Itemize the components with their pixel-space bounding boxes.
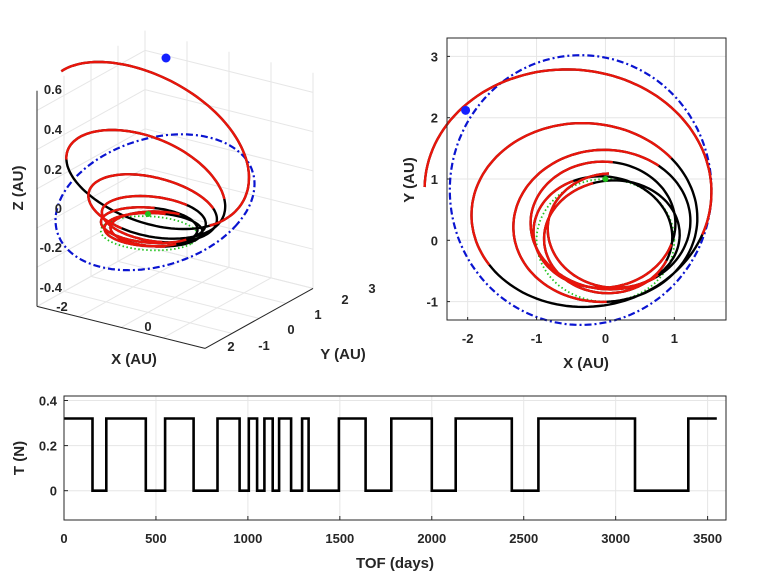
- trajectory-3d-plot: 0.6 0.4 0.2 0 -0.2 -0.4 -2 0 2 -1 0 1 2 …: [10, 30, 376, 368]
- x-tick-label: 0: [144, 319, 151, 334]
- grid-line: [36, 167, 146, 229]
- thrust-frame: [63, 395, 727, 521]
- thrust-ticks: 0 500 1000 1500 2000 2500 3000 3500 0 0.2 0.4: [39, 394, 722, 546]
- y-tick-label: 3: [368, 281, 375, 296]
- y-tick-label: 0: [50, 484, 57, 499]
- y-tick-label: 2: [431, 111, 438, 126]
- x-tick-label: -2: [462, 331, 474, 346]
- coast-arc-3d: [100, 194, 188, 244]
- coast-arc: [542, 182, 668, 295]
- thrust-profile-plot: 0 500 1000 1500 2000 2500 3000 3500 0 0.2 0.4 TOF …: [11, 394, 727, 572]
- grid-line: [36, 89, 146, 151]
- grid-line: [144, 89, 314, 133]
- y-tick-label: 1: [431, 172, 438, 187]
- grid-line: [144, 245, 314, 289]
- x-axis-label: X (AU): [563, 355, 609, 372]
- x-tick-label: -2: [56, 299, 68, 314]
- y-tick-label: 0: [431, 233, 438, 248]
- grid-line: [144, 128, 314, 172]
- grid-line: [144, 167, 314, 211]
- z-tick-label: -0.2: [40, 240, 62, 255]
- grid-line: [63, 290, 233, 334]
- x-tick-label: 3000: [601, 531, 630, 546]
- x-tick-label: 500: [145, 531, 167, 546]
- x-tick-label: -1: [531, 331, 543, 346]
- target-orbit-3d: [54, 133, 256, 272]
- coast-arc: [470, 122, 673, 266]
- z-axis-label: Z (AU): [10, 166, 27, 211]
- departure-marker-3d: [145, 211, 151, 217]
- arrival-marker: [461, 105, 471, 115]
- x-tick-label: 3500: [693, 531, 722, 546]
- x-tick-label: 1500: [325, 531, 354, 546]
- grid-line: [36, 245, 146, 307]
- panel3d-lines: [54, 53, 256, 272]
- x-axis-label: TOF (days): [356, 555, 434, 572]
- coast-arc-3d: [87, 173, 215, 230]
- y-tick-label: 2: [341, 292, 348, 307]
- y-tick-label: -1: [258, 338, 270, 353]
- panelxy-ticks: -2 -1 0 1 -1 0 1 2 3: [426, 49, 678, 346]
- y-tick-label: 0.4: [39, 394, 58, 409]
- arrival-marker-3d: [161, 53, 171, 63]
- y-tick-label: 1: [314, 307, 321, 322]
- x-tick-label: 2000: [417, 531, 446, 546]
- coast-arc: [423, 68, 713, 236]
- z-tick-label: -0.4: [40, 280, 63, 295]
- thrust-series: [64, 417, 717, 492]
- coast-arc: [512, 148, 660, 304]
- y-axis-line: [204, 287, 314, 349]
- coast-arc: [529, 160, 657, 291]
- y-axis-label: T (N): [11, 441, 28, 475]
- grid-line: [90, 275, 260, 319]
- coast-arc-3d: [99, 206, 187, 245]
- x-tick-label: 1: [671, 331, 678, 346]
- earth-orbit: [535, 178, 676, 303]
- x-tick-label: 2: [227, 339, 234, 354]
- y-tick-label: -1: [426, 295, 438, 310]
- z-tick-label: 0.2: [44, 162, 62, 177]
- z-tick-label: 0: [55, 201, 62, 216]
- y-tick-label: 0.2: [39, 439, 57, 454]
- grid-line: [36, 128, 146, 190]
- departure-marker: [602, 176, 609, 182]
- panelxy-lines: [423, 54, 713, 327]
- thrust-lines: [64, 417, 717, 492]
- coast-arc: [532, 179, 673, 289]
- y-tick-label: 3: [431, 49, 438, 64]
- x-tick-label: 0: [602, 331, 609, 346]
- grid-line: [117, 260, 287, 304]
- z-tick-label: 0.4: [44, 122, 63, 137]
- y-tick-label: 0: [287, 322, 294, 337]
- grid-line: [36, 49, 146, 111]
- panel3d-ticks: 0.6 0.4 0.2 0 -0.2 -0.4 -2 0 2 -1 0 1 2 …: [10, 82, 376, 368]
- target-orbit: [448, 54, 713, 327]
- coast-arc-3d: [60, 60, 251, 227]
- trajectory-xy-plot: -2 -1 0 1 -1 0 1 2 3 X (AU) Y (AU): [401, 37, 727, 372]
- z-tick-label: 0.6: [44, 82, 62, 97]
- x-tick-label: 0: [60, 531, 67, 546]
- x-axis-line: [36, 305, 206, 349]
- y-axis-label: Y (AU): [401, 157, 418, 203]
- x-tick-label: 1000: [233, 531, 262, 546]
- y-axis-label: Y (AU): [320, 346, 366, 363]
- coast-arc-3d: [65, 128, 226, 200]
- grid-line: [144, 49, 314, 93]
- x-tick-label: 2500: [509, 531, 538, 546]
- x-axis-label: X (AU): [111, 351, 157, 368]
